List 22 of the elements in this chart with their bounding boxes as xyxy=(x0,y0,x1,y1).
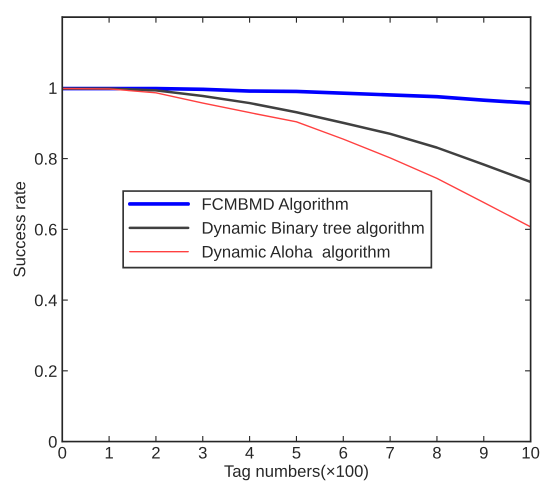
y-axis-title: Success rate xyxy=(14,182,26,277)
y-tick-label: 0 xyxy=(48,436,57,448)
legend-label: Dynamic Binary tree algorithm xyxy=(202,222,424,238)
x-tick-label: 2 xyxy=(152,446,160,459)
y-tick-label: 0.2 xyxy=(34,365,57,378)
y-tick-label: 0.8 xyxy=(34,153,57,165)
x-tick-label: 6 xyxy=(339,446,348,459)
x-tick-label: 0 xyxy=(58,446,66,459)
legend-label: FCMBMD Algorithm xyxy=(202,198,348,214)
x-tick-label: 1 xyxy=(106,447,113,459)
legend-label: Dynamic Aloha algorithm xyxy=(202,245,390,261)
x-tick-label: 8 xyxy=(433,446,441,459)
y-tick-label: 0.6 xyxy=(34,224,57,236)
x-tick-label: 7 xyxy=(386,447,394,459)
x-tick-label: 3 xyxy=(198,446,207,459)
x-tick-label: 9 xyxy=(480,446,488,459)
x-axis-title: Tag numbers(×100) xyxy=(224,464,368,480)
y-tick-label: 1 xyxy=(49,82,57,94)
y-tick-label: 0.4 xyxy=(34,294,57,306)
x-tick-label: 10 xyxy=(522,446,540,459)
x-tick-label: 4 xyxy=(245,447,254,459)
x-tick-label: 5 xyxy=(292,447,300,459)
